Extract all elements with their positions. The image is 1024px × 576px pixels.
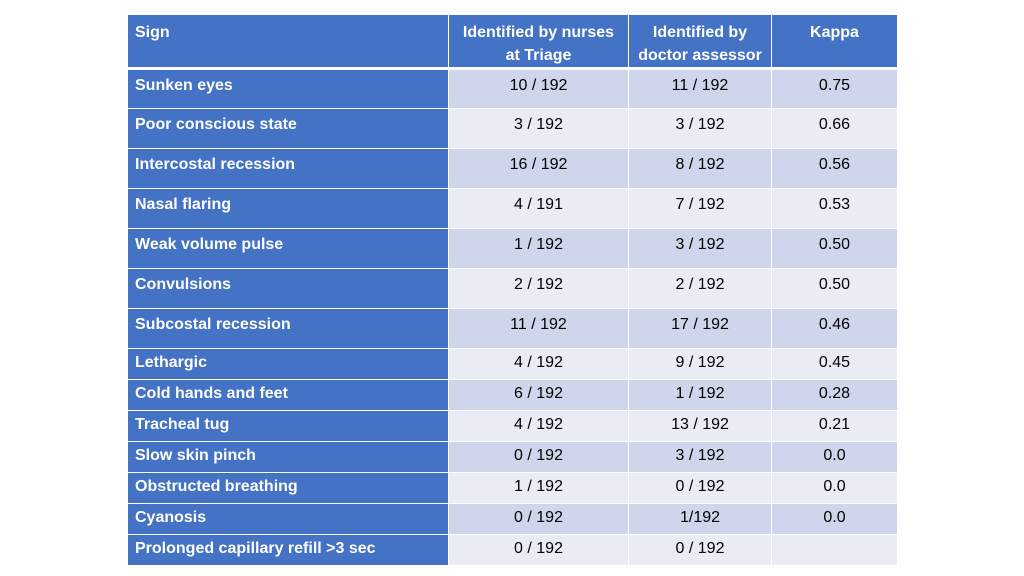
- cell-nurses: 6 / 192: [448, 379, 629, 411]
- header-doctor-line2: doctor assessor: [638, 47, 762, 64]
- cell-kappa: [771, 534, 898, 566]
- header-nurses-line1: Identified by nurses: [462, 24, 615, 41]
- cell-kappa: 0.56: [771, 148, 898, 189]
- cell-sign: Tracheal tug: [127, 410, 449, 442]
- cell-nurses: 4 / 191: [448, 188, 629, 229]
- cell-kappa: 0.50: [771, 228, 898, 269]
- header-kappa-label: Kappa: [810, 24, 859, 41]
- table-row: Sunken eyes 10 / 192 11 / 192 0.75: [127, 68, 898, 109]
- table-row: Nasal flaring 4 / 191 7 / 192 0.53: [127, 188, 898, 229]
- header-doctor-line1: Identified by: [652, 24, 748, 41]
- table-row: Obstructed breathing 1 / 192 0 / 192 0.0: [127, 472, 898, 504]
- cell-doctor: 3 / 192: [628, 228, 772, 269]
- cell-doctor: 2 / 192: [628, 268, 772, 309]
- table-row: Subcostal recession 11 / 192 17 / 192 0.…: [127, 308, 898, 349]
- cell-nurses: 0 / 192: [448, 534, 629, 566]
- table-row: Intercostal recession 16 / 192 8 / 192 0…: [127, 148, 898, 189]
- header-doctor: Identified by doctor assessor: [628, 14, 772, 70]
- cell-sign: Convulsions: [127, 268, 449, 309]
- cell-doctor: 0 / 192: [628, 472, 772, 504]
- cell-nurses: 11 / 192: [448, 308, 629, 349]
- cell-doctor: 3 / 192: [628, 108, 772, 149]
- cell-kappa: 0.50: [771, 268, 898, 309]
- cell-doctor: 3 / 192: [628, 441, 772, 473]
- table-row: Cyanosis 0 / 192 1/192 0.0: [127, 503, 898, 535]
- table-row: Weak volume pulse 1 / 192 3 / 192 0.50: [127, 228, 898, 269]
- cell-kappa: 0.0: [771, 503, 898, 535]
- cell-kappa: 0.28: [771, 379, 898, 411]
- table-row: Prolonged capillary refill >3 sec 0 / 19…: [127, 534, 898, 566]
- cell-nurses: 2 / 192: [448, 268, 629, 309]
- cell-nurses: 3 / 192: [448, 108, 629, 149]
- cell-kappa: 0.0: [771, 441, 898, 473]
- table-row: Lethargic 4 / 192 9 / 192 0.45: [127, 348, 898, 380]
- cell-doctor: 8 / 192: [628, 148, 772, 189]
- cell-doctor: 1/192: [628, 503, 772, 535]
- cell-sign: Sunken eyes: [127, 68, 449, 109]
- cell-kappa: 0.46: [771, 308, 898, 349]
- cell-doctor: 7 / 192: [628, 188, 772, 229]
- cell-sign: Cold hands and feet: [127, 379, 449, 411]
- table-row: Convulsions 2 / 192 2 / 192 0.50: [127, 268, 898, 309]
- cell-nurses: 4 / 192: [448, 410, 629, 442]
- cell-doctor: 17 / 192: [628, 308, 772, 349]
- cell-sign: Intercostal recession: [127, 148, 449, 189]
- cell-sign: Prolonged capillary refill >3 sec: [127, 534, 449, 566]
- header-nurses: Identified by nurses at Triage: [448, 14, 629, 70]
- cell-doctor: 13 / 192: [628, 410, 772, 442]
- header-kappa: Kappa: [771, 14, 898, 70]
- cell-kappa: 0.21: [771, 410, 898, 442]
- cell-sign: Cyanosis: [127, 503, 449, 535]
- cell-sign: Obstructed breathing: [127, 472, 449, 504]
- cell-nurses: 16 / 192: [448, 148, 629, 189]
- kappa-table-container: Sign Identified by nurses at Triage Iden…: [127, 14, 898, 566]
- table-row: Tracheal tug 4 / 192 13 / 192 0.21: [127, 410, 898, 442]
- cell-sign: Lethargic: [127, 348, 449, 380]
- cell-sign: Subcostal recession: [127, 308, 449, 349]
- table-row: Poor conscious state 3 / 192 3 / 192 0.6…: [127, 108, 898, 149]
- table-row: Slow skin pinch 0 / 192 3 / 192 0.0: [127, 441, 898, 473]
- cell-nurses: 1 / 192: [448, 228, 629, 269]
- table-header-row: Sign Identified by nurses at Triage Iden…: [127, 14, 898, 70]
- cell-sign: Nasal flaring: [127, 188, 449, 229]
- cell-nurses: 4 / 192: [448, 348, 629, 380]
- cell-kappa: 0.66: [771, 108, 898, 149]
- header-sign: Sign: [127, 14, 449, 70]
- cell-doctor: 11 / 192: [628, 68, 772, 109]
- cell-nurses: 1 / 192: [448, 472, 629, 504]
- header-sign-label: Sign: [135, 24, 170, 41]
- kappa-table: Sign Identified by nurses at Triage Iden…: [127, 14, 898, 566]
- header-nurses-line2: at Triage: [505, 47, 572, 64]
- cell-kappa: 0.0: [771, 472, 898, 504]
- cell-sign: Slow skin pinch: [127, 441, 449, 473]
- cell-kappa: 0.75: [771, 68, 898, 109]
- cell-doctor: 9 / 192: [628, 348, 772, 380]
- cell-doctor: 0 / 192: [628, 534, 772, 566]
- cell-sign: Weak volume pulse: [127, 228, 449, 269]
- cell-nurses: 0 / 192: [448, 441, 629, 473]
- cell-kappa: 0.45: [771, 348, 898, 380]
- cell-nurses: 10 / 192: [448, 68, 629, 109]
- cell-sign: Poor conscious state: [127, 108, 449, 149]
- table-row: Cold hands and feet 6 / 192 1 / 192 0.28: [127, 379, 898, 411]
- cell-nurses: 0 / 192: [448, 503, 629, 535]
- cell-doctor: 1 / 192: [628, 379, 772, 411]
- cell-kappa: 0.53: [771, 188, 898, 229]
